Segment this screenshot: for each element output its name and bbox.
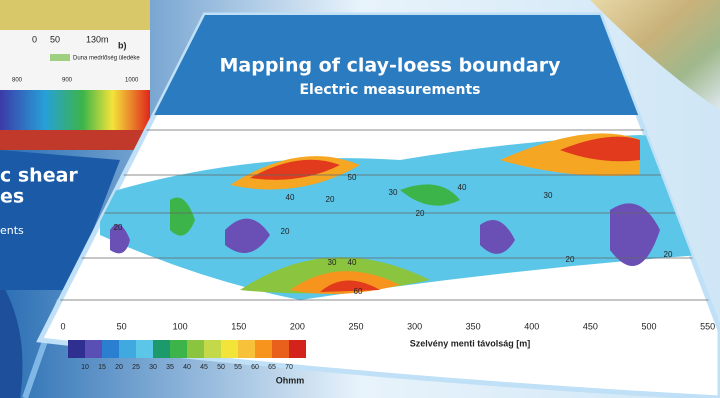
colorbar-label: 40 — [183, 364, 191, 371]
colorbar-unit: Ohmm — [276, 375, 305, 385]
scale-label: 130m — [86, 34, 109, 44]
contour-label: 20 — [114, 223, 123, 232]
contour-label: 20 — [566, 255, 575, 264]
legend-swatch — [50, 54, 70, 61]
colorbar-swatch — [119, 340, 136, 358]
scale-label: 50 — [50, 34, 60, 44]
x-tick-label: 500 — [641, 321, 656, 331]
x-tick-label: 250 — [348, 321, 363, 331]
colorbar-swatch — [153, 340, 170, 358]
contour-label: 40 — [348, 258, 357, 267]
colorbar-label: 70 — [285, 364, 293, 371]
tick-label: 800 — [12, 78, 23, 84]
colorbar-label: 65 — [268, 364, 276, 371]
x-tick-label: 450 — [583, 321, 598, 331]
contour-label: 20 — [281, 227, 290, 236]
map-image — [590, 0, 720, 110]
contour-label: 20 — [664, 250, 673, 259]
colorbar-label: 55 — [234, 364, 242, 371]
x-tick-label: 300 — [407, 321, 422, 331]
legend-text: Duna medrlőség üledéke — [73, 56, 140, 62]
panel-label: b) — [118, 40, 127, 50]
colorbar-label: 35 — [166, 364, 174, 371]
colorbar-label: 15 — [98, 364, 106, 371]
left-title: c shear — [0, 165, 78, 187]
x-tick-label: 400 — [524, 321, 539, 331]
colorbar-swatch — [272, 340, 289, 358]
colorbar-label: 20 — [115, 364, 123, 371]
colorbar-swatch — [255, 340, 272, 358]
card-title: Mapping of clay-loess boundary — [220, 55, 562, 77]
colorbar-swatch — [85, 340, 102, 358]
scale-label: 0 — [32, 34, 37, 44]
x-tick-label: 0 — [60, 321, 65, 331]
thumb-section — [0, 90, 150, 130]
colorbar-label: 30 — [149, 364, 157, 371]
contour-label: 30 — [544, 191, 553, 200]
colorbar-swatch — [204, 340, 221, 358]
colorbar-swatch — [102, 340, 119, 358]
left-card — [0, 150, 120, 290]
contour-plot — [100, 133, 700, 300]
x-tick-label: 550 — [700, 321, 715, 331]
wave — [0, 280, 23, 398]
contour-label: 30 — [389, 188, 398, 197]
x-tick-label: 50 — [117, 321, 127, 331]
contour-label: 50 — [348, 173, 357, 182]
colorbar-label: 60 — [251, 364, 259, 371]
contour-label: 40 — [458, 183, 467, 192]
thumb-image — [0, 0, 150, 30]
left-text: ents — [0, 224, 24, 237]
colorbar-swatch — [136, 340, 153, 358]
tick-label: 900 — [62, 78, 73, 84]
colorbar-swatch — [187, 340, 204, 358]
x-axis-label: Szelvény menti távolság [m] — [410, 338, 531, 348]
x-tick-label: 150 — [231, 321, 246, 331]
left-title: es — [0, 186, 24, 208]
thumb-section — [0, 130, 150, 150]
colorbar-label: 25 — [132, 364, 140, 371]
grid — [40, 129, 720, 301]
contour-label: 40 — [286, 193, 295, 202]
card-subtitle: Electric measurements — [299, 82, 480, 98]
contour-label: 20 — [326, 195, 335, 204]
x-tick-label: 350 — [466, 321, 481, 331]
colorbar-swatch — [238, 340, 255, 358]
colorbar-swatch — [289, 340, 306, 358]
colorbar-swatch — [170, 340, 187, 358]
colorbar-swatch — [221, 340, 238, 358]
contour-label: 60 — [354, 287, 363, 296]
contour-label: 30 — [328, 258, 337, 267]
colorbar-swatch — [68, 340, 85, 358]
colorbar-label: 50 — [217, 364, 225, 371]
x-tick-label: 200 — [290, 321, 305, 331]
colorbar-label: 10 — [81, 364, 89, 371]
contour-label: 20 — [416, 209, 425, 218]
x-tick-label: 100 — [173, 321, 188, 331]
colorbar-label: 45 — [200, 364, 208, 371]
tick-label: 1000 — [125, 78, 139, 84]
